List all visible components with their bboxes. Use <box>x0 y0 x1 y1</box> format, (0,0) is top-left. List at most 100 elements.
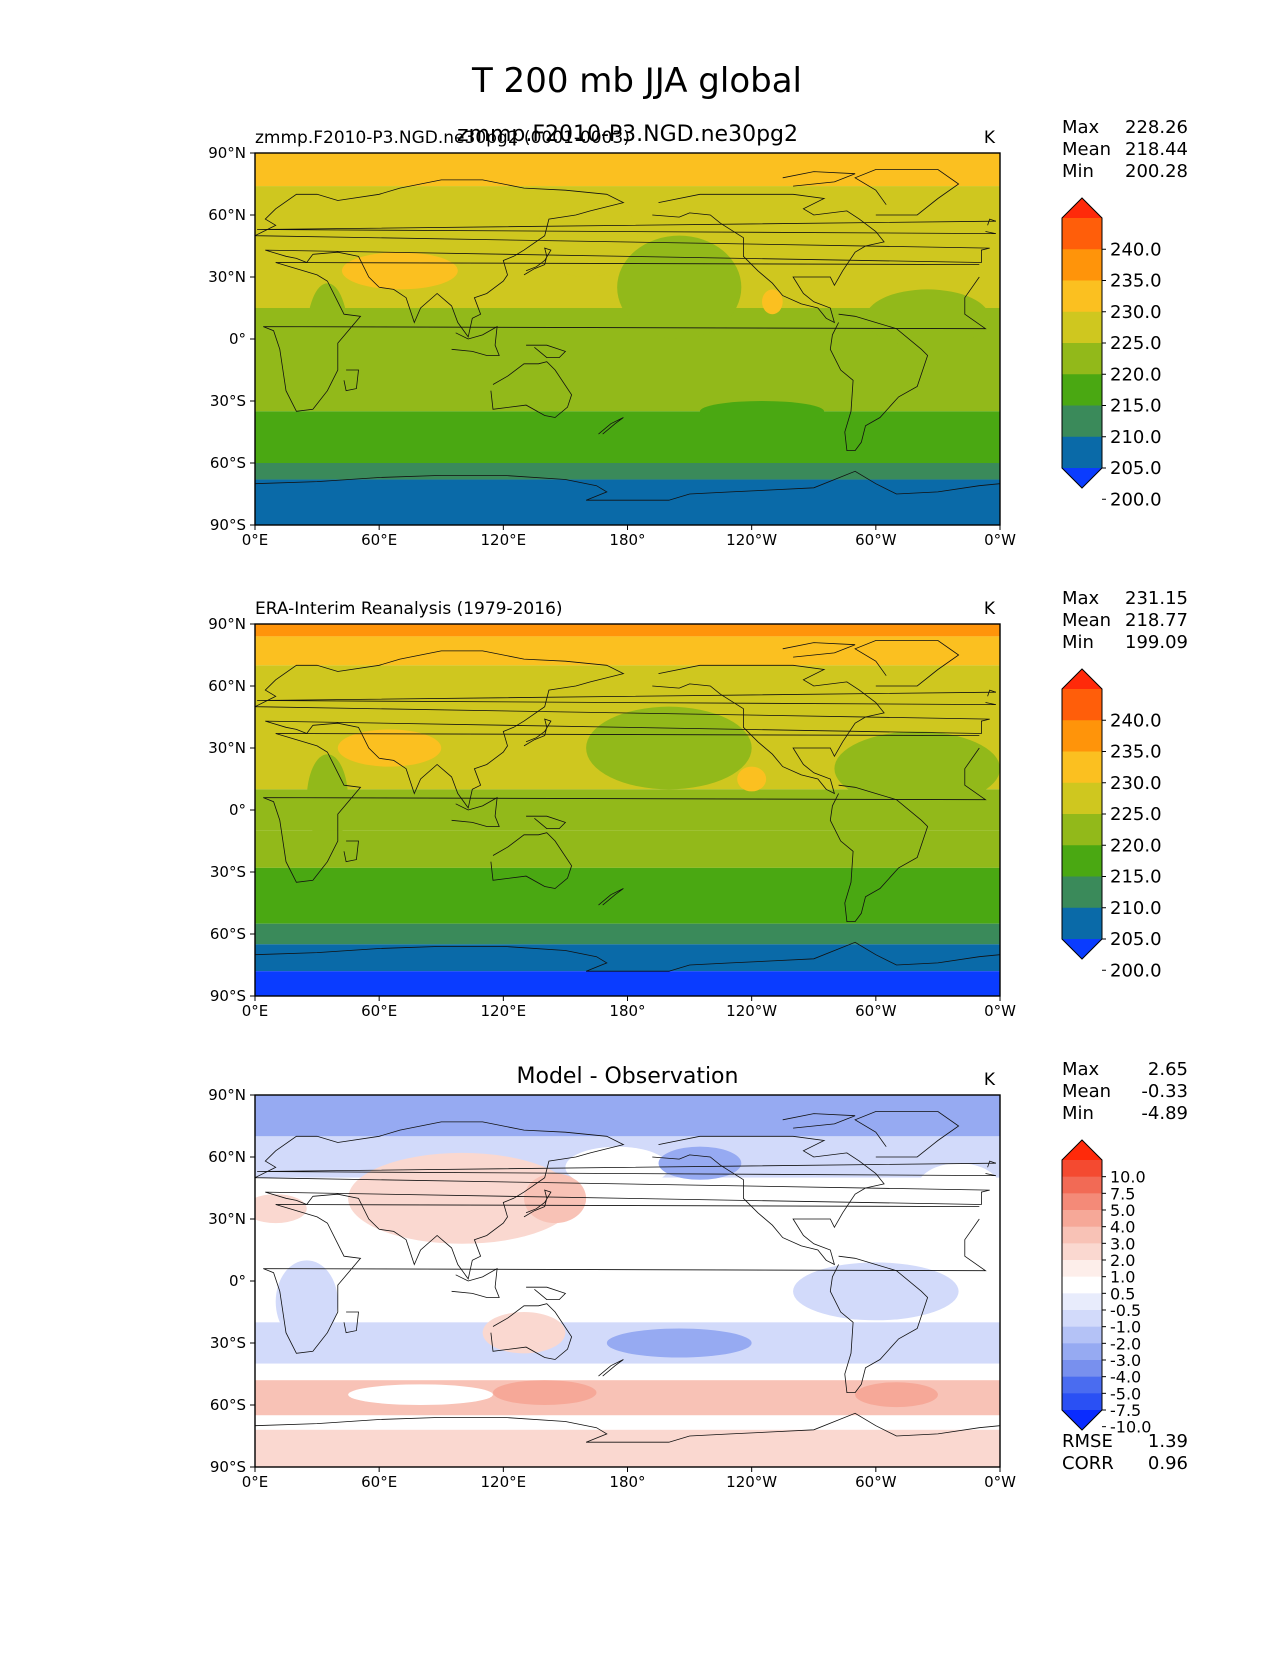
colorbar-segment <box>1062 1360 1102 1378</box>
units-label: K <box>984 599 996 619</box>
x-tick-label: 120°W <box>726 1002 777 1020</box>
colorbar-segment <box>1062 751 1102 784</box>
colorbar-segment <box>1062 436 1102 469</box>
coastline <box>255 650 990 809</box>
contour-band <box>255 411 1000 463</box>
coastline <box>257 689 997 705</box>
contour-band <box>255 636 1000 666</box>
colorbar-extend-top <box>1062 669 1102 689</box>
y-tick-label: 60°S <box>210 454 246 472</box>
colorbar-segment <box>1062 1293 1102 1311</box>
left-title: ERA-Interim Reanalysis (1979-2016) <box>255 599 563 619</box>
colorbar-extend-top <box>1062 198 1102 218</box>
colorbar-label: 225.0 <box>1110 804 1162 825</box>
coastline <box>255 1121 990 1280</box>
colorbar-segment <box>1062 1243 1102 1261</box>
coastline <box>343 840 359 863</box>
coastline <box>598 888 624 906</box>
coastline <box>490 361 573 418</box>
contour-band <box>255 1095 1000 1137</box>
coastline <box>255 470 1000 501</box>
colorbar-label: 200.0 <box>1110 960 1162 981</box>
y-tick-label: 30°S <box>210 863 246 881</box>
coastline <box>263 733 987 883</box>
stat-label: Min <box>1062 632 1094 653</box>
coastline <box>854 1111 960 1158</box>
stat-label: Mean <box>1062 139 1111 160</box>
colorbar-label: -1.0 <box>1110 1318 1141 1337</box>
colorbar-segment <box>1062 689 1102 721</box>
colorbar-label: -3.0 <box>1110 1351 1141 1370</box>
contour-band <box>255 971 1000 996</box>
contour-band <box>255 830 1000 868</box>
colorbar-label: 7.5 <box>1110 1184 1135 1203</box>
x-tick-label: 0°W <box>984 1002 1016 1020</box>
colorbar-label: 235.0 <box>1110 271 1162 292</box>
contour-band <box>255 1363 1000 1381</box>
coastline <box>451 796 500 827</box>
x-tick-label: 60°E <box>361 531 397 549</box>
colorbar-label: 220.0 <box>1110 364 1162 385</box>
x-tick-label: 0°E <box>242 1002 269 1020</box>
contour-region <box>348 1384 493 1405</box>
coastline <box>782 1113 856 1129</box>
coastline <box>257 218 997 234</box>
colorbar-segment <box>1062 845 1102 877</box>
colorbar-segment <box>1062 1210 1102 1228</box>
coastlines <box>255 1111 1000 1443</box>
contour-band <box>255 1429 1000 1467</box>
y-tick-label: 60°S <box>210 1396 246 1414</box>
colorbar-segment <box>1062 1343 1102 1361</box>
colorbar-segment <box>1062 720 1102 752</box>
coastline <box>263 262 987 412</box>
contour-region <box>658 1146 742 1180</box>
coastline <box>255 1412 1000 1443</box>
units-label: K <box>984 128 996 148</box>
colorbar-label: 240.0 <box>1110 239 1162 260</box>
colorbar-label: 215.0 <box>1110 867 1162 888</box>
colorbar-segment <box>1062 1193 1102 1211</box>
map-panel-observation: 0°E 60°E 120°E 180° 120°W 60°W 0°W 90°N 60°N 30°N… <box>208 588 1188 1020</box>
colorbar-segment <box>1062 1326 1102 1344</box>
x-tick-label: 60°W <box>855 1002 897 1020</box>
x-tick-label: 120°E <box>481 531 527 549</box>
stat-value: 228.26 <box>1125 117 1188 138</box>
colorbar-label: -10.0 <box>1110 1418 1151 1437</box>
stat-value: 2.65 <box>1148 1059 1188 1080</box>
contour-region <box>699 401 825 422</box>
colorbar-segment <box>1062 876 1102 909</box>
contour-region <box>524 1173 587 1224</box>
contour-region <box>341 252 458 290</box>
stat-label: Min <box>1062 1103 1094 1124</box>
stat-label: Mean <box>1062 1081 1111 1102</box>
colorbar-label: 0.5 <box>1110 1284 1135 1303</box>
coastlines <box>255 169 1000 501</box>
contour-band <box>255 944 1000 972</box>
coastline <box>782 642 856 658</box>
colorbar-label: 200.0 <box>1110 489 1162 510</box>
contour-region <box>492 1380 597 1405</box>
x-tick-label: 0°W <box>984 1473 1016 1491</box>
y-tick-label: 60°N <box>208 206 246 224</box>
contour-band <box>255 665 1000 717</box>
colorbar-label: 235.0 <box>1110 742 1162 763</box>
colorbar-label: -0.5 <box>1110 1301 1141 1320</box>
figure-title: T 200 mb JJA global <box>471 61 802 101</box>
colorbar-segment <box>1062 1260 1102 1278</box>
extra-stat-value: 0.96 <box>1148 1453 1188 1474</box>
colorbar-segment <box>1062 249 1102 281</box>
y-tick-label: 30°N <box>208 1210 246 1228</box>
x-tick-label: 120°E <box>481 1002 527 1020</box>
contour-band <box>255 463 1000 480</box>
x-tick-label: 60°W <box>855 1473 897 1491</box>
contour-region <box>917 1163 1000 1213</box>
stat-label: Max <box>1062 117 1100 138</box>
colorbar-label: 230.0 <box>1110 302 1162 323</box>
x-tick-label: 180° <box>609 1473 645 1491</box>
colorbar-label: 210.0 <box>1110 898 1162 919</box>
contour-band <box>255 370 1000 412</box>
y-tick-label: 0° <box>229 1272 246 1290</box>
contour-band <box>255 1415 1000 1430</box>
contour-region <box>617 235 742 339</box>
colorbar-label: 230.0 <box>1110 773 1162 794</box>
